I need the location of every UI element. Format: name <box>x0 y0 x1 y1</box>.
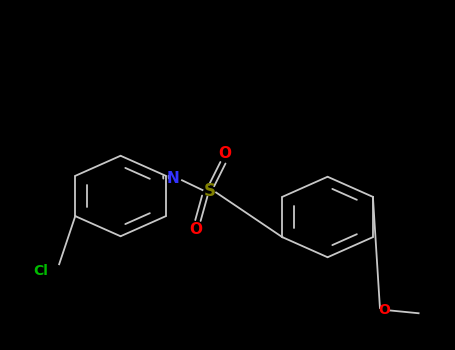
Text: S: S <box>203 182 215 200</box>
Text: O: O <box>379 303 390 317</box>
Text: Cl: Cl <box>34 264 48 278</box>
Text: O: O <box>189 222 202 237</box>
Text: O: O <box>219 147 232 161</box>
Text: N: N <box>167 171 179 186</box>
